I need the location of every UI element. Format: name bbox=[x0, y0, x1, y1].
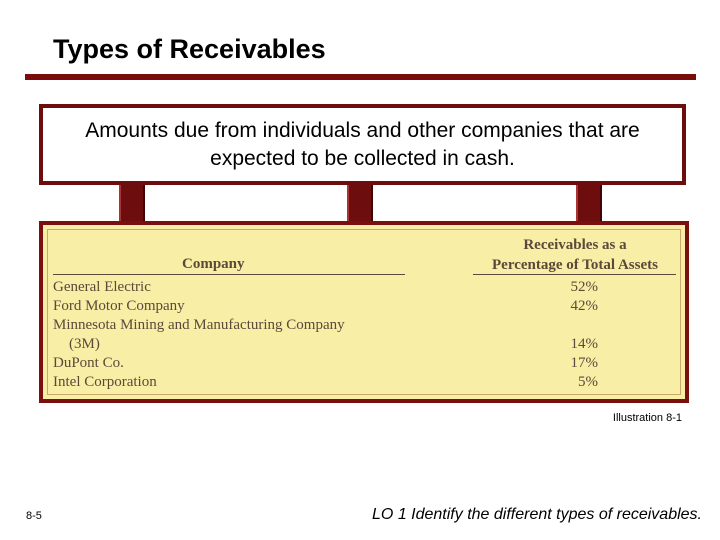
table-row: Intel Corporation 5% bbox=[53, 374, 673, 393]
table-body: General Electric 52% Ford Motor Company … bbox=[53, 279, 673, 393]
definition-box: Amounts due from individuals and other c… bbox=[39, 104, 686, 185]
percentage-header-rule bbox=[473, 274, 676, 275]
company-name: Minnesota Mining and Manufacturing Compa… bbox=[53, 317, 345, 333]
percentage-header-line2: Percentage of Total Assets bbox=[492, 257, 658, 273]
table-inner-frame bbox=[47, 229, 681, 395]
table-row: Ford Motor Company 42% bbox=[53, 298, 673, 317]
table-row: General Electric 52% bbox=[53, 279, 673, 298]
slide-title: Types of Receivables bbox=[53, 34, 326, 64]
receivables-percentage: 14% bbox=[570, 336, 599, 352]
company-name: General Electric bbox=[53, 279, 151, 295]
company-column-header: Company bbox=[182, 256, 245, 272]
receivables-percentage: 52% bbox=[570, 279, 599, 295]
receivables-table: Company Receivables as a Percentage of T… bbox=[39, 221, 689, 403]
title-divider bbox=[25, 74, 696, 80]
slide-number: 8-5 bbox=[26, 510, 42, 522]
receivables-percentage: 17% bbox=[570, 355, 599, 371]
receivables-percentage: 42% bbox=[570, 298, 599, 314]
company-header-rule bbox=[53, 274, 405, 275]
table-row: DuPont Co. 17% bbox=[53, 355, 673, 374]
company-name: DuPont Co. bbox=[53, 355, 124, 371]
connector-pillar-left bbox=[119, 185, 145, 222]
learning-objective: LO 1 Identify the different types of rec… bbox=[372, 506, 702, 523]
company-name: Ford Motor Company bbox=[53, 298, 185, 314]
company-name: (3M) bbox=[69, 336, 100, 352]
table-row: Minnesota Mining and Manufacturing Compa… bbox=[53, 317, 673, 336]
company-name: Intel Corporation bbox=[53, 374, 157, 390]
definition-text: Amounts due from individuals and other c… bbox=[85, 118, 640, 170]
percentage-column-header: Receivables as a Percentage of Total Ass… bbox=[471, 235, 679, 275]
table-row: (3M) 14% bbox=[53, 336, 673, 355]
receivables-percentage: 5% bbox=[578, 374, 598, 390]
connector-pillar-center bbox=[347, 185, 373, 222]
connector-pillar-right bbox=[576, 185, 602, 222]
percentage-header-line1: Receivables as a bbox=[523, 237, 627, 253]
illustration-caption: Illustration 8-1 bbox=[612, 412, 682, 424]
